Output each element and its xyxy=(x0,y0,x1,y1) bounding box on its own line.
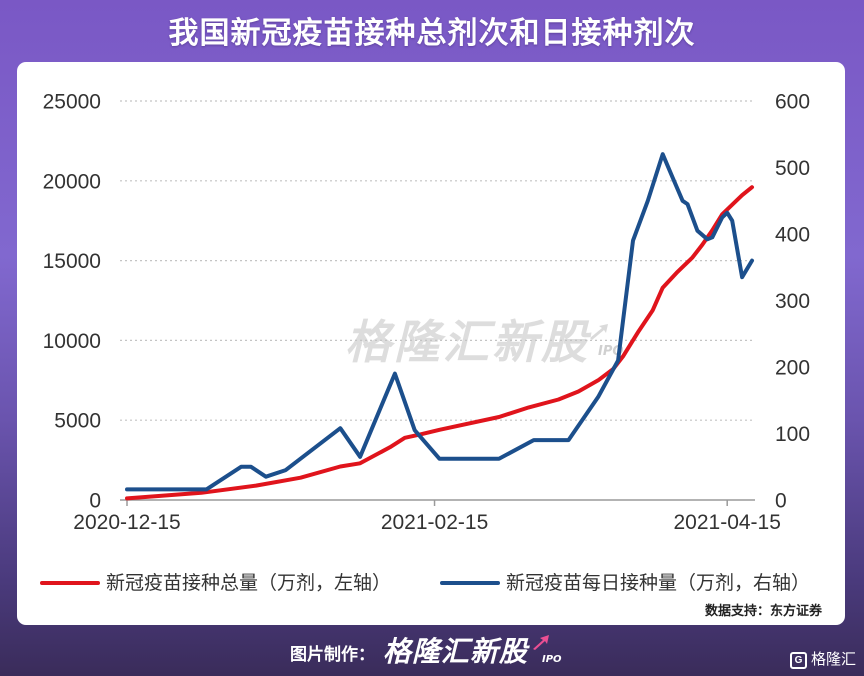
y-left-tick-label: 5000 xyxy=(54,410,101,433)
y-left-tick-label: 15000 xyxy=(43,250,101,273)
footer-logo-text: 格隆汇新股 xyxy=(383,635,529,668)
y-left-tick-label: 20000 xyxy=(43,170,101,193)
y-left-tick-label: 10000 xyxy=(43,330,101,353)
y-right-tick-label: 300 xyxy=(775,290,810,313)
chart-panel xyxy=(17,62,845,625)
x-tick-label: 2021-04-15 xyxy=(673,511,780,534)
brand-logo-icon: G xyxy=(790,652,807,669)
gridlines xyxy=(120,100,755,421)
legend-label-total: 新冠疫苗接种总量（万剂，左轴） xyxy=(106,572,392,594)
trend-arrow-icon xyxy=(533,635,549,650)
y-right-tick-label: 100 xyxy=(775,423,810,446)
watermark-text: 格隆汇新股 xyxy=(345,315,590,369)
y-right-tick-label: 0 xyxy=(775,490,787,513)
trend-arrow-icon xyxy=(590,324,608,340)
x-tick-label: 2021-02-15 xyxy=(381,511,488,534)
y-left-tick-label: 0 xyxy=(89,490,101,513)
series-line-total-doses xyxy=(125,185,754,501)
y-right-tick-label: 400 xyxy=(775,224,810,247)
data-source-note: 数据支持：东方证券 xyxy=(704,604,822,619)
legend-swatch-total xyxy=(40,581,100,585)
series-line-daily-doses xyxy=(125,152,754,492)
y-right-tick-label: 500 xyxy=(775,157,810,180)
footer-logo-tag: IPO xyxy=(542,654,562,665)
y-left-tick-label: 25000 xyxy=(43,91,101,114)
credit-label: 图片制作： xyxy=(290,645,375,665)
brand-name: 格隆汇 xyxy=(811,650,857,668)
y-right-tick-label: 200 xyxy=(775,357,810,380)
y-right-tick-label: 600 xyxy=(775,91,810,114)
x-tick-label: 2020-12-15 xyxy=(73,511,180,534)
chart-title: 我国新冠疫苗接种总剂次和日接种剂次 xyxy=(168,16,696,51)
legend-label-daily: 新冠疫苗每日接种量（万剂，右轴） xyxy=(506,572,811,594)
legend-swatch-daily xyxy=(440,581,500,585)
